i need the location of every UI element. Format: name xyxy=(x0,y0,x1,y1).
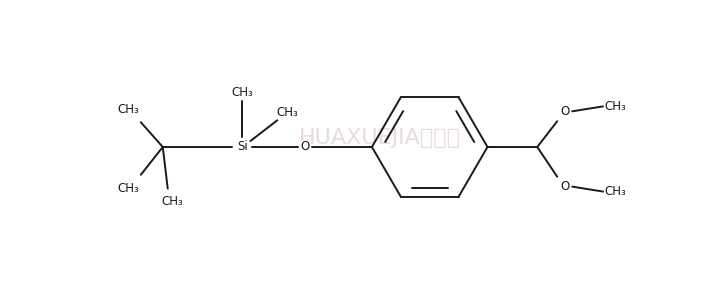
Text: CH₃: CH₃ xyxy=(232,86,253,99)
Text: CH₃: CH₃ xyxy=(117,182,139,195)
Text: CH₃: CH₃ xyxy=(162,195,184,208)
Text: O: O xyxy=(301,141,310,154)
Text: HUAXUEJIA化学加: HUAXUEJIA化学加 xyxy=(299,128,461,148)
Text: O: O xyxy=(561,105,570,118)
Text: CH₃: CH₃ xyxy=(604,185,626,198)
Text: Si: Si xyxy=(237,141,248,154)
Text: O: O xyxy=(561,180,570,193)
Text: CH₃: CH₃ xyxy=(604,100,626,113)
Text: CH₃: CH₃ xyxy=(277,106,298,119)
Text: CH₃: CH₃ xyxy=(117,103,139,116)
